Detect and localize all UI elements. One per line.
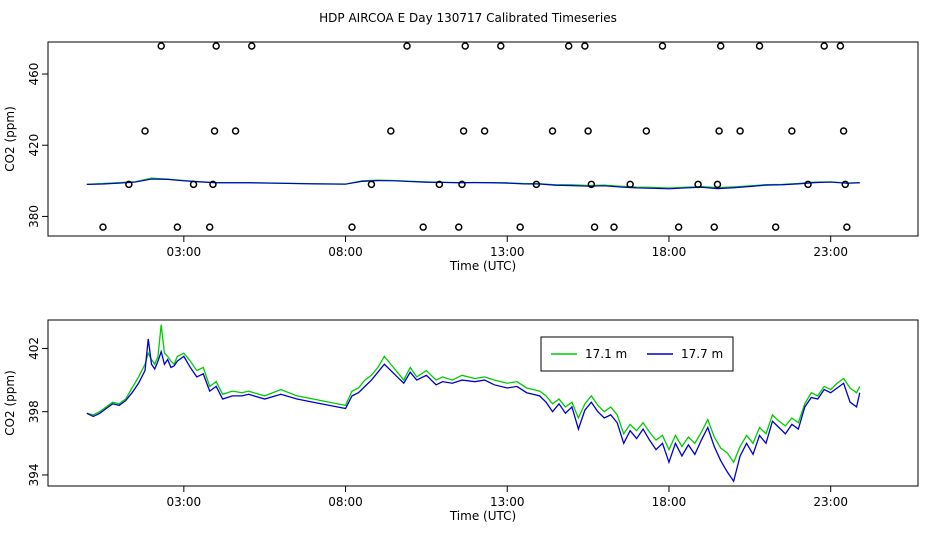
y-tick-label: 398 xyxy=(27,400,41,423)
plot-frame xyxy=(47,41,919,237)
x-tick-label: 18:00 xyxy=(652,495,687,509)
data-point xyxy=(841,180,849,189)
x-axis-label: Time (UTC) xyxy=(449,259,516,273)
data-point xyxy=(157,42,165,50)
x-tick-label: 03:00 xyxy=(167,245,202,259)
data-point xyxy=(658,42,667,50)
series-line-17-1m xyxy=(86,324,861,464)
series-line-17-7m xyxy=(86,338,861,483)
data-point xyxy=(694,180,702,189)
data-point xyxy=(367,180,376,189)
x-tick-label: 13:00 xyxy=(490,495,525,509)
y-tick-label: 380 xyxy=(27,205,41,228)
data-point xyxy=(710,223,718,231)
data-point xyxy=(231,127,240,135)
data-point xyxy=(642,127,651,135)
y-axis-label: CO2 (ppm) xyxy=(3,106,17,172)
data-point xyxy=(173,223,182,231)
plot-content xyxy=(86,42,860,231)
data-point xyxy=(839,127,848,135)
data-point xyxy=(548,127,557,135)
data-point xyxy=(454,223,463,231)
data-point xyxy=(584,127,592,135)
data-point xyxy=(626,180,634,189)
y-tick-label: 460 xyxy=(27,63,41,86)
data-point xyxy=(459,127,468,135)
data-point xyxy=(458,180,466,189)
x-axis-label: Time (UTC) xyxy=(449,509,516,523)
x-tick-label: 08:00 xyxy=(328,245,363,259)
data-point xyxy=(516,223,524,231)
data-point xyxy=(141,127,149,135)
data-point xyxy=(209,180,217,189)
data-point xyxy=(715,127,723,135)
data-point xyxy=(836,42,845,50)
legend-entry: 17.1 m xyxy=(585,347,627,361)
plot-frame xyxy=(47,319,919,487)
data-point xyxy=(804,180,812,189)
data-point xyxy=(843,223,851,231)
y-tick-label: 402 xyxy=(27,337,41,360)
data-point xyxy=(248,42,256,50)
data-point xyxy=(435,180,444,189)
data-point xyxy=(480,127,489,135)
data-point xyxy=(419,223,427,231)
data-point xyxy=(674,223,683,231)
x-tick-label: 08:00 xyxy=(328,495,363,509)
data-point xyxy=(125,180,133,189)
data-point xyxy=(755,42,764,50)
x-tick-label: 18:00 xyxy=(652,245,687,259)
data-point xyxy=(210,127,219,135)
data-point xyxy=(736,127,744,135)
data-point xyxy=(590,223,599,231)
plot-content xyxy=(86,324,861,483)
data-point xyxy=(564,42,573,50)
x-tick-label: 23:00 xyxy=(813,245,848,259)
x-tick-label: 03:00 xyxy=(167,495,202,509)
data-point xyxy=(713,180,722,189)
data-point xyxy=(99,223,107,231)
data-point xyxy=(581,42,589,50)
legend: 17.1 m 17.7 m xyxy=(540,336,734,372)
data-point xyxy=(716,42,725,50)
y-axis-label: CO2 (ppm) xyxy=(3,370,17,436)
data-point xyxy=(189,180,198,189)
data-point xyxy=(820,42,828,50)
series-line-17-7m xyxy=(86,178,860,190)
data-point xyxy=(403,42,411,50)
data-point xyxy=(587,180,596,189)
top-panel: 03:00 08:00 13:00 18:00 23:00 380 420 460 Time (… xyxy=(3,41,919,273)
data-point xyxy=(348,223,356,231)
bottom-panel: 03:00 08:00 13:00 18:00 23:00 394 398 402 Time (… xyxy=(3,319,919,523)
data-point xyxy=(497,42,505,50)
y-tick-label: 394 xyxy=(27,463,41,486)
data-point xyxy=(532,180,541,189)
data-point xyxy=(771,223,780,231)
data-point xyxy=(788,127,796,135)
data-point xyxy=(610,223,618,231)
y-tick-label: 420 xyxy=(27,134,41,157)
data-point xyxy=(387,127,395,135)
data-point xyxy=(461,42,469,50)
legend-entry: 17.7 m xyxy=(681,347,723,361)
data-point xyxy=(205,223,214,231)
figure-title: HDP AIRCOA E Day 130717 Calibrated Times… xyxy=(319,11,617,25)
x-tick-label: 13:00 xyxy=(490,245,525,259)
x-tick-label: 23:00 xyxy=(813,495,848,509)
data-point xyxy=(212,42,220,50)
